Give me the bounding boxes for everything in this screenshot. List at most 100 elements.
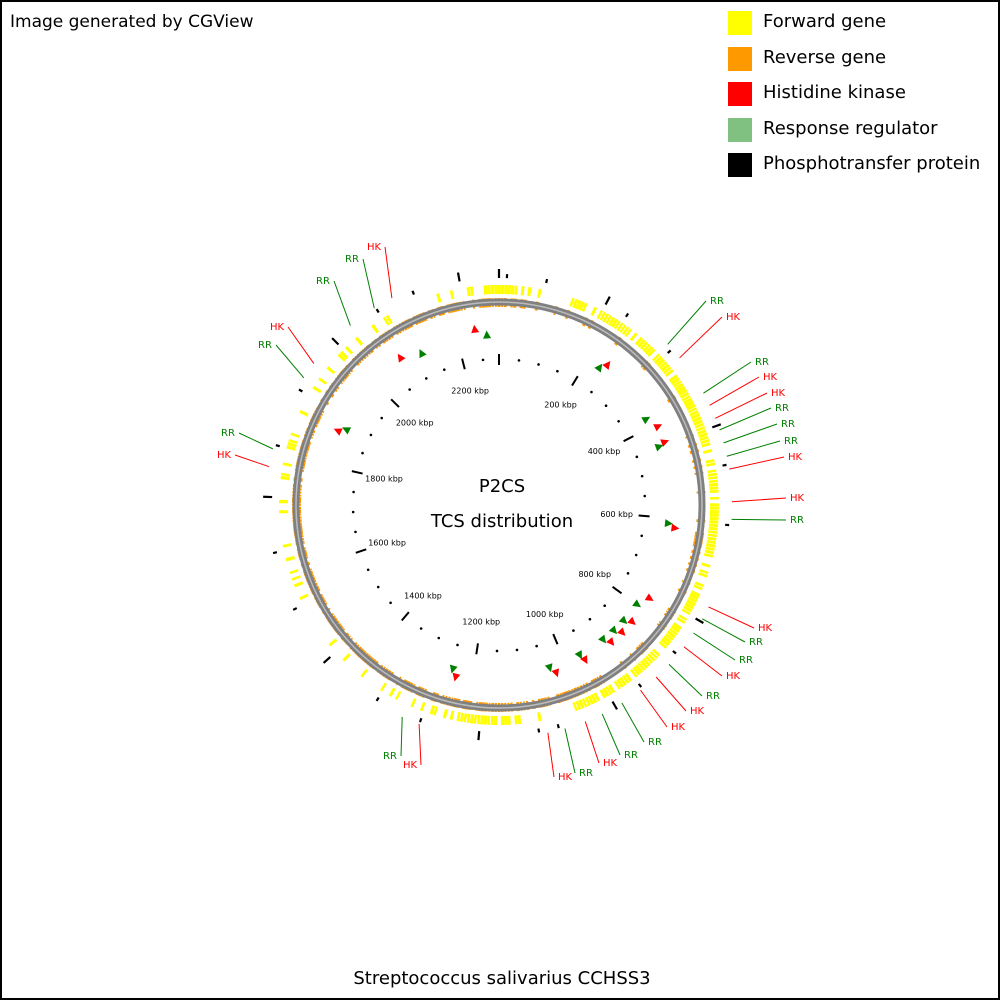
forward-gene-stripe [469, 714, 475, 724]
forward-gene-stripe [705, 543, 716, 548]
forward-gene-stripe [469, 286, 474, 296]
histidine-kinase-marker [580, 655, 588, 665]
major-tick [623, 435, 634, 443]
histidine-kinase-marker [333, 428, 343, 436]
tick-label: 1200 kbp [462, 618, 500, 627]
forward-gene-stripe [708, 479, 718, 484]
forward-gene-stripe [692, 416, 702, 423]
minor-tick [442, 368, 446, 371]
forward-gene-stripe [607, 684, 616, 694]
forward-gene-stripe [287, 442, 297, 448]
forward-gene-stripe [613, 680, 621, 690]
phosphotransfer-mark [375, 308, 380, 314]
forward-gene-stripe [282, 543, 292, 548]
callout-label-hk: HK [788, 452, 803, 463]
response-regulator-marker [664, 519, 673, 528]
tick-label: 1000 kbp [526, 610, 564, 619]
forward-gene-stripe [678, 388, 688, 397]
forward-gene-stripe [575, 299, 582, 310]
minor-tick [456, 643, 459, 647]
forward-gene-stripe [575, 700, 582, 711]
callout-line [719, 407, 772, 431]
callout-label-hk: HK [217, 450, 232, 461]
forward-gene-stripe [670, 377, 680, 386]
response-regulator-marker [544, 663, 553, 673]
callout-label-rr: RR [345, 254, 359, 265]
forward-gene-stripe [466, 286, 471, 297]
callout-line [679, 316, 723, 359]
forward-gene-stripe [644, 345, 654, 355]
callout-label-rr: RR [258, 340, 272, 351]
phosphotransfer-mark [545, 278, 549, 284]
legend-label-phosphotransfer-protein: Phosphotransfer protein [763, 153, 981, 174]
callout-label-hk: HK [726, 312, 741, 323]
forward-gene-stripe [687, 407, 698, 414]
minor-tick [537, 363, 540, 366]
callout-label-hk: HK [403, 760, 418, 771]
forward-gene-stripe [605, 314, 613, 325]
callout-line [731, 518, 787, 521]
phosphotransfer-mark [331, 337, 340, 346]
minor-tick [380, 416, 384, 420]
forward-gene-stripe [706, 462, 716, 467]
callout-label-rr: RR [755, 357, 769, 368]
forward-gene-stripe [344, 345, 354, 355]
forward-gene-stripe [695, 426, 706, 432]
callout-label-hk: HK [790, 493, 805, 504]
phosphotransfer-mark [322, 656, 332, 664]
forward-gene-stripe [602, 687, 610, 697]
histidine-kinase-marker [602, 361, 611, 370]
callout-label-rr: RR [383, 751, 397, 762]
callout-label-hk: HK [558, 772, 573, 783]
response-regulator-marker [632, 599, 642, 608]
forward-gene-stripe [590, 306, 598, 317]
callout-line [621, 702, 645, 743]
forward-gene-stripe [616, 322, 624, 332]
forward-gene-stripe [693, 419, 703, 426]
forward-gene-stripe [312, 385, 322, 394]
major-tick [571, 375, 579, 387]
forward-gene-stripe [668, 374, 678, 383]
minor-tick [590, 390, 593, 394]
minor-tick [604, 404, 608, 408]
callout-line [601, 713, 621, 756]
callout-label-hk: HK [690, 706, 705, 717]
callout-label-rr: RR [749, 637, 763, 648]
forward-gene-stripe [708, 526, 718, 531]
forward-gene-stripe [637, 338, 646, 348]
callout-label-rr: RR [790, 515, 804, 526]
minor-tick [495, 649, 499, 653]
forward-gene-stripe [483, 285, 488, 295]
forward-gene-stripe [339, 350, 349, 360]
forward-gene-stripe [520, 286, 525, 296]
histidine-kinase-marker [471, 324, 480, 334]
forward-gene-stripe [672, 622, 682, 631]
forward-gene-stripe [419, 701, 426, 712]
callout-line [287, 326, 315, 364]
phosphotransfer-mark [672, 650, 677, 655]
forward-gene-stripe [449, 710, 455, 721]
tick-label: 800 kbp [578, 570, 611, 579]
forward-gene-stripe [610, 318, 619, 328]
minor-tick [419, 627, 423, 630]
forward-gene-stripe [679, 391, 690, 399]
forward-gene-stripe [701, 562, 711, 568]
callout-line [564, 728, 576, 774]
callout-line [640, 689, 668, 728]
forward-gene-stripe [681, 394, 691, 402]
forward-gene-stripe [473, 714, 478, 724]
callout-line [275, 344, 305, 379]
forward-gene-stripe [647, 653, 656, 662]
callout-label-hk: HK [758, 623, 773, 634]
legend-label-forward-gene: Forward gene [763, 11, 887, 32]
histidine-kinase-marker [653, 424, 663, 432]
forward-gene-stripe [694, 581, 705, 588]
forward-gene-stripe [709, 516, 719, 521]
forward-gene-stripe [299, 593, 309, 601]
forward-gene-stripe [581, 698, 588, 708]
legend-swatch-phosphotransfer-protein [728, 153, 752, 177]
forward-gene-stripe [658, 361, 668, 369]
forward-gene-stripe [354, 336, 364, 346]
phosphotransfer-mark [418, 717, 423, 723]
minor-tick [424, 377, 428, 380]
